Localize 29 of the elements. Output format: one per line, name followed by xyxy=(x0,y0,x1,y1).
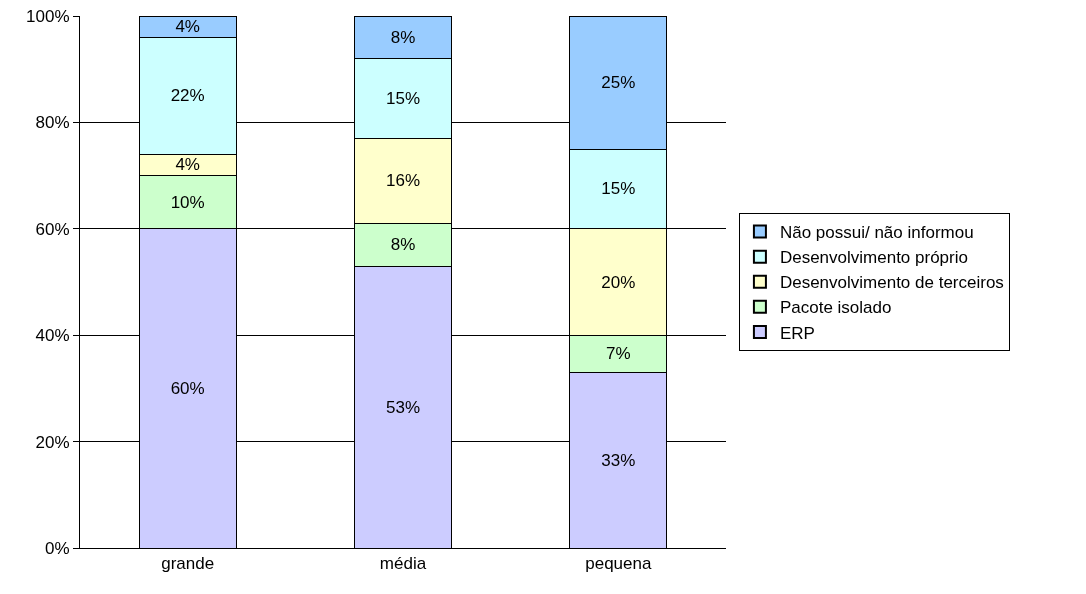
x-tick-label: grande xyxy=(161,554,215,574)
legend-label: Não possui/ não informou xyxy=(779,223,974,243)
y-tick-label: 40% xyxy=(35,326,70,346)
y-tick-label: 80% xyxy=(35,113,70,133)
x-tick-label: média xyxy=(379,554,427,574)
data-label: 25% xyxy=(601,73,636,92)
data-label: 4% xyxy=(175,155,200,175)
data-label: 7% xyxy=(606,344,631,364)
y-tick-label: 60% xyxy=(35,219,70,239)
y-tick-label: 20% xyxy=(35,432,70,452)
data-label: 15% xyxy=(601,179,636,199)
data-label: 8% xyxy=(390,27,416,47)
data-label: 20% xyxy=(601,272,636,292)
y-tick-label: 100% xyxy=(26,6,70,26)
data-label: 22% xyxy=(170,86,205,106)
data-label: 4% xyxy=(175,17,200,37)
x-tick-label: pequena xyxy=(585,554,652,574)
data-label: 60% xyxy=(170,378,205,398)
data-label: 53% xyxy=(385,397,421,417)
legend-label: Desenvolvimento próprio xyxy=(779,248,968,268)
data-label: 15% xyxy=(385,88,421,108)
data-label: 33% xyxy=(601,450,636,470)
data-label: 10% xyxy=(170,192,205,212)
y-tick-label: 0% xyxy=(45,538,70,558)
legend-label: Desenvolvimento de terceiros xyxy=(779,273,1004,293)
data-label: 8% xyxy=(390,235,416,255)
legend-label: Pacote isolado xyxy=(779,298,892,318)
data-label: 16% xyxy=(385,171,421,191)
legend-label: ERP xyxy=(779,323,815,343)
